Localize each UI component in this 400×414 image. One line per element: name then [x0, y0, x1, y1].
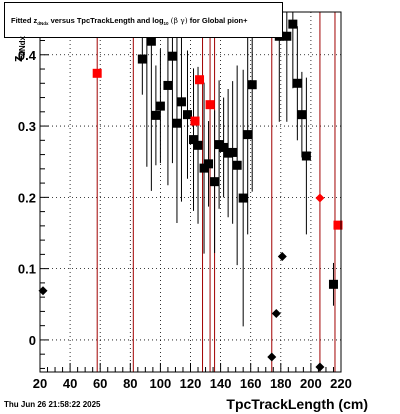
data-point-square [205, 100, 215, 110]
data-point-square [146, 36, 156, 46]
data-point-diamond [315, 362, 325, 372]
y-tick-label: 0.3 [18, 119, 36, 134]
data-point-square [243, 130, 253, 140]
data-point-square [172, 118, 182, 128]
title-middle: versus TpcTrackLength and log [48, 16, 164, 25]
data-point-square [193, 140, 203, 150]
data-point-diamond [277, 252, 287, 262]
data-point-diamond [267, 352, 277, 362]
y-tick-labels: 0 0.1 0.2 0.3 0.4 [18, 48, 37, 348]
data-point-square [292, 78, 302, 88]
x-tick-label: 180 [270, 376, 292, 391]
x-tick-label: 60 [93, 376, 107, 391]
data-point-square [190, 116, 200, 126]
data-point-square [92, 68, 102, 78]
data-point-square [151, 110, 161, 120]
data-point-diamond [271, 309, 281, 319]
title-suffix: for Global pion+ [189, 16, 248, 25]
x-tick-label: 20 [33, 376, 47, 391]
data-point-square [328, 279, 338, 289]
x-axis-label: TpcTrackLength (cm) [226, 396, 368, 412]
y-axis-label-main: z [10, 55, 25, 63]
data-point-square [195, 75, 205, 85]
y-tick-label: 0.4 [18, 48, 37, 63]
x-tick-label: 40 [63, 376, 77, 391]
data-point-square [301, 151, 311, 161]
x-tick-label: 140 [210, 376, 232, 391]
data-point-square [137, 54, 147, 64]
chart-title: Fitted zdNdx versus TpcTrackLength and l… [11, 16, 248, 26]
y-tick-label: 0 [29, 333, 36, 348]
data-point-square [176, 97, 186, 107]
data-point-square [155, 101, 165, 111]
reference-lines [96, 12, 336, 372]
data-point-square [189, 135, 199, 145]
title-beta-gamma: (β γ) [170, 16, 188, 25]
data-point-square [288, 19, 298, 29]
data-point-square [199, 163, 209, 173]
y-axis-label-sub: dNdx [18, 36, 27, 56]
data-point-square [333, 220, 343, 230]
data-point-square [223, 148, 233, 158]
x-tick-label: 100 [150, 376, 172, 391]
data-point-square [297, 110, 307, 120]
data-point-diamond [38, 286, 48, 296]
x-tick-label: 200 [300, 376, 322, 391]
data-point-square [247, 80, 257, 90]
grid-lines [40, 12, 341, 372]
data-point-square [204, 159, 214, 169]
data-point-square [214, 140, 224, 150]
y-tick-label: 0.2 [18, 190, 36, 205]
data-point-square [219, 142, 229, 152]
data-point-square [238, 193, 248, 203]
axis-ticks [39, 25, 342, 372]
y-tick-label: 0.1 [18, 262, 36, 277]
x-tick-label: 120 [180, 376, 202, 391]
x-tick-label: 80 [123, 376, 137, 391]
x-tick-label: 220 [330, 376, 352, 391]
data-point-square [232, 160, 242, 170]
data-point-square [210, 177, 220, 187]
data-point-square [228, 147, 238, 157]
chart-title-box: Fitted zdNdx versus TpcTrackLength and l… [4, 2, 283, 38]
y-axis-label: z dNdx [2, 36, 32, 76]
data-point-diamond [315, 193, 325, 203]
title-prefix: Fitted z [11, 16, 38, 25]
data-point-square [182, 110, 192, 120]
x-tick-labels: 20 40 60 80 100 120 140 160 180 200 220 [33, 376, 352, 391]
data-point-square [163, 80, 173, 90]
data-point-square [167, 51, 177, 61]
timestamp-footer: Thu Jun 26 21:58:22 2025 [4, 400, 101, 409]
title-log-subscript: 10 [163, 21, 169, 26]
x-tick-label: 160 [240, 376, 262, 391]
data-point-square [282, 31, 292, 41]
title-z-subscript: dNdx [37, 21, 49, 26]
